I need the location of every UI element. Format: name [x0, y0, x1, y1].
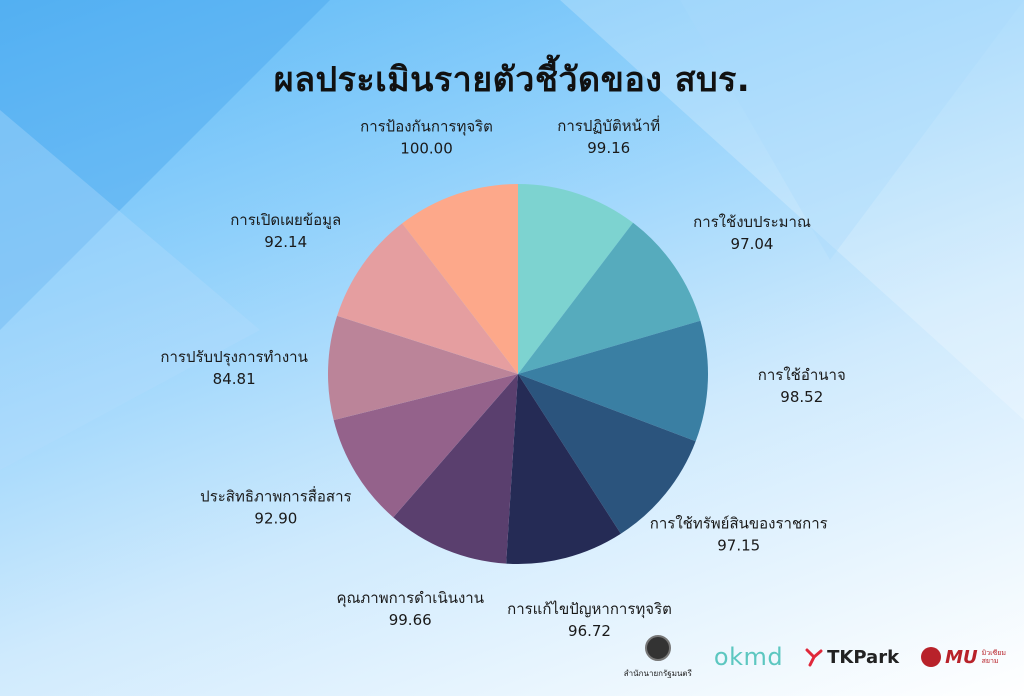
- seal-icon: [644, 634, 671, 661]
- slice-label: การเปิดเผยข้อมูล: [230, 211, 341, 229]
- slice-value-label: 96.72: [568, 622, 611, 640]
- pie-slice: [333, 374, 518, 518]
- logo-bar: สำนักนายกรัฐมนตรี okmd TKPark MU มิวเซีย…: [624, 632, 1006, 682]
- slice-label: คุณภาพการดำเนินงาน: [336, 589, 484, 608]
- slice-label: การแก้ไขปัญหาการทุจริต: [507, 600, 672, 619]
- museum-siam-text: MU: [945, 646, 978, 668]
- page-title: ผลประเมินรายตัวชี้วัดของ สบร.: [273, 60, 751, 100]
- pie-slice: [393, 374, 518, 564]
- pie-slice: [506, 374, 621, 564]
- tkpark-text: TKPark: [827, 646, 900, 668]
- pie-slice: [518, 184, 634, 374]
- pie-slice: [518, 222, 701, 374]
- slice-value-label: 99.66: [389, 611, 432, 629]
- museum-siam-sub1: มิวเซียม: [981, 649, 1006, 657]
- okmd-logo: okmd: [714, 643, 783, 671]
- slice-value-label: 92.90: [254, 510, 297, 528]
- museum-siam-sub2: สยาม: [981, 657, 999, 665]
- slice-value-label: 92.14: [264, 233, 307, 251]
- slice-value-label: 100.00: [400, 139, 453, 157]
- seal-caption: สำนักนายกรัฐมนตรี: [623, 668, 692, 678]
- government-seal-logo: สำนักนายกรัฐมนตรี: [623, 634, 692, 680]
- pie-slice: [328, 315, 518, 421]
- slice-value-label: 98.52: [780, 388, 823, 406]
- pie-slice: [402, 184, 518, 374]
- slice-value-label: 84.81: [213, 370, 256, 388]
- pie-slice: [518, 374, 696, 534]
- museum-siam-logo: MU มิวเซียม สยาม: [921, 647, 1006, 668]
- slice-value-label: 99.16: [587, 139, 630, 157]
- tkpark-logo: TKPark: [805, 647, 899, 668]
- slice-label: การใช้ทรัพย์สินของราชการ: [650, 515, 828, 533]
- slice-value-label: 97.04: [731, 235, 774, 253]
- slice-label: การใช้อำนาจ: [758, 366, 846, 384]
- slice-label: การปฏิบัติหน้าที่: [557, 115, 660, 135]
- slice-value-label: 97.15: [717, 537, 760, 555]
- museum-siam-mark-icon: [921, 647, 942, 667]
- pie-slice: [518, 320, 708, 442]
- slice-label: การใช้งบประมาณ: [693, 213, 811, 231]
- slice-label: การปรับปรุงการทำงาน: [160, 348, 307, 367]
- tkpark-mark-icon: [805, 648, 823, 667]
- slice-label: ประสิทธิภาพการสื่อสาร: [200, 486, 351, 506]
- okmd-text: okmd: [713, 643, 784, 671]
- pie-slice: [337, 223, 518, 374]
- slice-label: การป้องกันการทุจริต: [360, 117, 493, 136]
